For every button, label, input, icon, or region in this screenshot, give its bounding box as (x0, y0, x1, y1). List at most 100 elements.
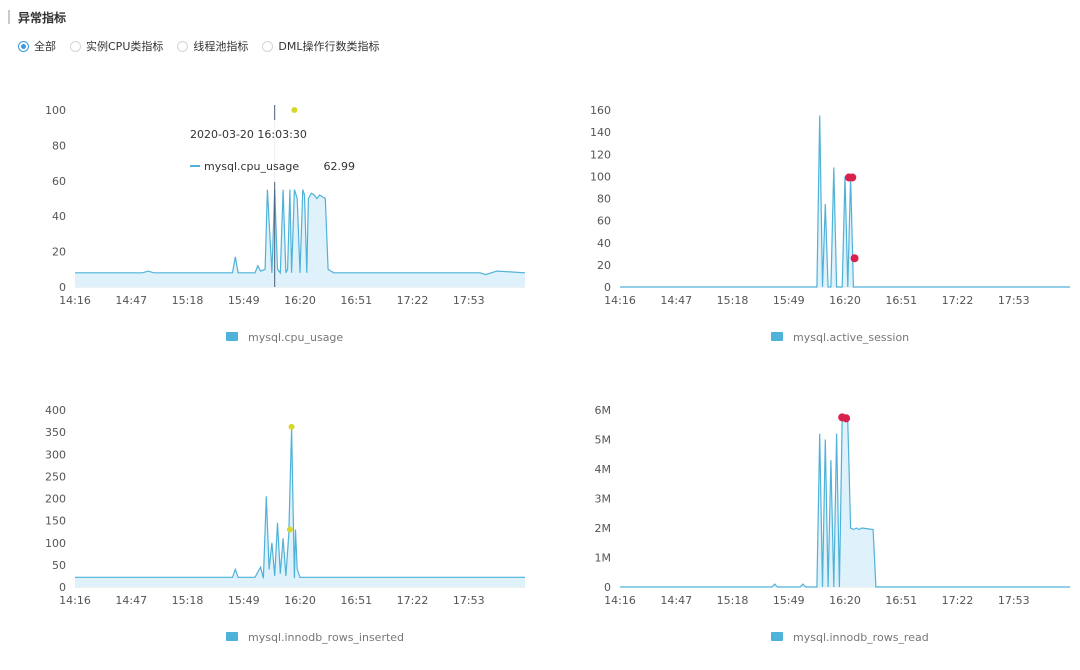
x-tick-label: 14:47 (660, 594, 692, 607)
tooltip-time: 2020-03-20 16:03:30 (190, 128, 307, 141)
y-tick-label: 2M (595, 522, 612, 535)
series-line (75, 189, 526, 276)
filter-option-cpu[interactable]: 实例CPU类指标 (70, 38, 163, 54)
filter-label-cpu: 实例CPU类指标 (86, 40, 164, 53)
y-tick-label: 100 (45, 104, 66, 117)
x-tick-label: 15:18 (172, 294, 204, 307)
x-tick-label: 17:22 (942, 594, 974, 607)
filter-label-all: 全部 (34, 40, 56, 53)
x-tick-label: 17:22 (397, 594, 429, 607)
x-tick-label: 14:16 (604, 594, 636, 607)
y-tick-label: 1M (595, 552, 612, 565)
chart-rows-read-svg: 0 1M 2M 3M 4M 5M 6M 14:16 14:47 15:18 15:49 16:20 16… (595, 404, 1070, 644)
x-tick-label: 14:47 (660, 294, 692, 307)
filter-option-dml[interactable]: DML操作行数类指标 (262, 38, 379, 54)
chart-cpu-usage: 0 20 40 60 80 100 14:16 14:47 15:18 15:49 16:20 16:… (10, 80, 530, 370)
x-tick-label: 16:20 (284, 294, 316, 307)
x-tick-label: 14:16 (59, 594, 91, 607)
y-tick-label: 400 (45, 404, 66, 417)
chart-active-session-svg: 0 20 40 60 80 100 120 140 160 14:16 14:47 15:18 15:4… (590, 104, 1070, 344)
section-title: 异常指标 (18, 10, 67, 25)
tooltip-series-name: mysql.cpu_usage (204, 160, 299, 173)
y-tick-label: 100 (45, 537, 66, 550)
header-accent-bar (8, 10, 10, 24)
x-tick-label: 14:16 (604, 294, 636, 307)
y-tick-label: 0 (604, 581, 611, 594)
y-tick-label: 140 (590, 126, 611, 139)
y-tick-label: 50 (52, 559, 66, 572)
x-tick-label: 15:18 (717, 594, 749, 607)
legend-label: mysql.innodb_rows_read (793, 631, 929, 644)
legend-label: mysql.innodb_rows_inserted (248, 631, 404, 644)
x-tick-label: 16:51 (340, 594, 372, 607)
x-tick-label: 14:47 (115, 294, 147, 307)
anomaly-point (286, 526, 293, 533)
x-tick-label: 16:51 (885, 594, 917, 607)
y-tick-label: 40 (597, 237, 611, 250)
y-tick-label: 80 (52, 139, 66, 152)
y-tick-label: 120 (590, 148, 611, 161)
tooltip-value: 62.99 (324, 160, 356, 173)
x-tick-label: 15:49 (228, 594, 260, 607)
y-tick-label: 60 (597, 215, 611, 228)
anomaly-point (291, 107, 298, 113)
section-header: 异常指标 (8, 8, 66, 26)
series-line (620, 415, 1070, 588)
legend-swatch (771, 632, 783, 641)
y-tick-label: 250 (45, 470, 66, 483)
y-tick-label: 0 (604, 281, 611, 294)
x-tick-label: 17:53 (998, 594, 1030, 607)
series-area (75, 427, 525, 587)
y-tick-label: 200 (45, 493, 66, 506)
tooltip-box (175, 120, 365, 182)
series-area (620, 115, 1070, 287)
x-tick-label: 16:51 (885, 294, 917, 307)
legend-label: mysql.cpu_usage (248, 331, 343, 344)
chart-rows-inserted: 0 50 100 150 200 250 300 350 400 14:16 14:47 15:18 1… (10, 380, 530, 670)
x-tick-label: 17:53 (453, 594, 485, 607)
radio-checked-icon (18, 40, 29, 52)
filter-option-all[interactable]: 全部 (18, 38, 56, 54)
y-tick-label: 5M (595, 434, 612, 447)
legend-swatch (226, 332, 238, 341)
x-tick-label: 16:51 (340, 294, 372, 307)
x-tick-label: 15:18 (717, 294, 749, 307)
y-tick-label: 60 (52, 175, 66, 188)
anomaly-point (850, 254, 859, 263)
y-tick-label: 20 (52, 246, 66, 259)
series-line (75, 427, 525, 579)
y-tick-label: 20 (597, 259, 611, 272)
x-tick-label: 16:20 (284, 594, 316, 607)
legend-swatch (771, 332, 783, 341)
y-tick-label: 300 (45, 448, 66, 461)
anomaly-point (288, 423, 295, 430)
x-tick-label: 14:47 (115, 594, 147, 607)
x-tick-label: 15:49 (773, 594, 805, 607)
y-tick-label: 350 (45, 426, 66, 439)
chart-rows-read: 0 1M 2M 3M 4M 5M 6M 14:16 14:47 15:18 15:49 16:20 16… (555, 380, 1075, 670)
chart-rows-inserted-svg: 0 50 100 150 200 250 300 350 400 14:16 14:47 15:18 1… (45, 404, 525, 644)
filter-option-threadpool[interactable]: 线程池指标 (177, 38, 248, 54)
series-area (75, 189, 525, 287)
x-tick-label: 16:20 (829, 594, 861, 607)
radio-icon (177, 40, 189, 52)
metric-filter-group: 全部 实例CPU类指标 线程池指标 DML操作行数类指标 (18, 38, 393, 54)
y-tick-label: 40 (52, 210, 66, 223)
x-tick-label: 15:49 (773, 294, 805, 307)
y-tick-label: 150 (45, 515, 66, 528)
anomaly-point (848, 173, 857, 182)
y-tick-label: 4M (595, 463, 612, 476)
series-area (620, 417, 1070, 587)
y-tick-label: 100 (590, 170, 611, 183)
x-tick-label: 16:20 (829, 294, 861, 307)
x-tick-label: 17:22 (942, 294, 974, 307)
y-tick-label: 0 (59, 581, 66, 594)
y-tick-label: 80 (597, 193, 611, 206)
x-tick-label: 17:22 (397, 294, 429, 307)
x-tick-label: 17:53 (453, 294, 485, 307)
chart-active-session: 0 20 40 60 80 100 120 140 160 14:16 14:47 15:18 15:4… (555, 80, 1075, 370)
legend-swatch (226, 632, 238, 641)
x-tick-label: 15:18 (172, 594, 204, 607)
y-tick-label: 0 (59, 281, 66, 294)
x-tick-label: 15:49 (228, 294, 260, 307)
